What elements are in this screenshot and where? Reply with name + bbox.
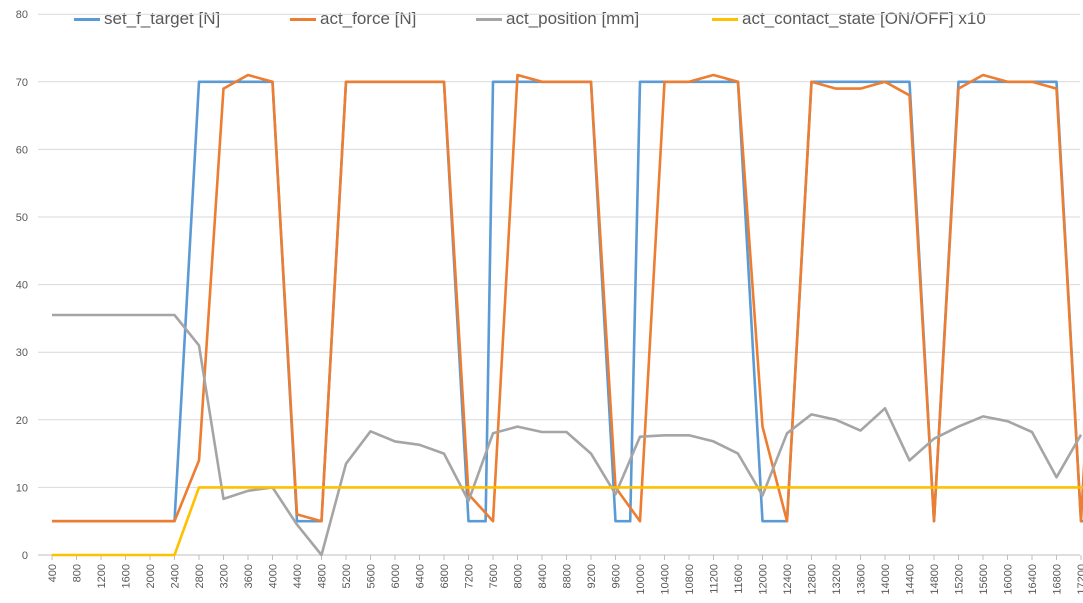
x-tick-label-15200: 15200 [954, 564, 966, 595]
x-tick-label-5200: 5200 [341, 564, 353, 588]
x-tick-label-2800: 2800 [194, 564, 206, 588]
y-tick-label-20: 20 [16, 415, 28, 427]
y-tick-label-10: 10 [16, 482, 28, 494]
x-tick-label-8400: 8400 [537, 564, 549, 588]
x-tick-label-4400: 4400 [292, 564, 304, 588]
x-tick-label-10400: 10400 [660, 564, 672, 595]
x-tick-label-4800: 4800 [317, 564, 329, 588]
y-tick-label-80: 80 [16, 9, 28, 21]
y-tick-label-70: 70 [16, 77, 28, 89]
x-tick-label-13200: 13200 [831, 564, 843, 595]
x-tick-label-12000: 12000 [758, 564, 770, 595]
x-tick-label-16800: 16800 [1052, 564, 1064, 595]
series-line-0 [52, 80, 1083, 523]
series-line-2 [52, 313, 1083, 557]
legend-swatch-act-position [476, 17, 502, 21]
series-line-3 [52, 486, 1083, 557]
x-tick-label-14800: 14800 [929, 564, 941, 595]
y-tick-label-60: 60 [16, 144, 28, 156]
x-tick-label-1200: 1200 [96, 564, 108, 588]
x-tick-label-6000: 6000 [390, 564, 402, 588]
x-tick-label-1600: 1600 [121, 564, 133, 588]
x-tick-label-16000: 16000 [1003, 564, 1015, 595]
x-tick-label-17200: 17200 [1076, 564, 1083, 595]
x-tick-label-8000: 8000 [513, 564, 525, 588]
x-tick-label-2000: 2000 [145, 564, 157, 588]
x-tick-label-8800: 8800 [562, 564, 574, 588]
legend-swatch-act-force [290, 17, 316, 21]
x-tick-label-2400: 2400 [170, 564, 182, 588]
x-tick-label-800: 800 [72, 564, 84, 582]
x-tick-label-10800: 10800 [684, 564, 696, 595]
series-line-1 [52, 73, 1083, 523]
x-tick-label-13600: 13600 [856, 564, 868, 595]
x-tick-label-15600: 15600 [978, 564, 990, 595]
x-tick-label-14400: 14400 [905, 564, 917, 595]
y-tick-label-30: 30 [16, 347, 28, 359]
x-tick-label-7600: 7600 [488, 564, 500, 588]
x-tick-label-6400: 6400 [415, 564, 427, 588]
x-tick-label-3200: 3200 [219, 564, 231, 588]
x-tick-label-4000: 4000 [268, 564, 280, 588]
legend-swatch-act-contact-state [712, 17, 738, 21]
x-tick-label-9600: 9600 [611, 564, 623, 588]
legend-swatch-set-f-target [74, 17, 100, 21]
x-tick-label-9200: 9200 [586, 564, 598, 588]
x-tick-label-400: 400 [47, 564, 59, 582]
y-tick-label-0: 0 [22, 550, 28, 562]
x-tick-label-5600: 5600 [366, 564, 378, 588]
x-tick-label-16400: 16400 [1027, 564, 1039, 595]
y-tick-label-40: 40 [16, 280, 28, 292]
x-tick-label-11600: 11600 [733, 564, 745, 594]
x-tick-label-6800: 6800 [439, 564, 451, 588]
y-tick-label-50: 50 [16, 212, 28, 224]
x-tick-label-11200: 11200 [709, 564, 721, 594]
x-tick-label-7200: 7200 [464, 564, 476, 588]
x-tick-label-14000: 14000 [880, 564, 892, 595]
x-tick-label-12400: 12400 [782, 564, 794, 595]
x-tick-label-12800: 12800 [807, 564, 819, 595]
x-tick-label-10000: 10000 [635, 564, 647, 595]
x-tick-label-3600: 3600 [243, 564, 255, 588]
